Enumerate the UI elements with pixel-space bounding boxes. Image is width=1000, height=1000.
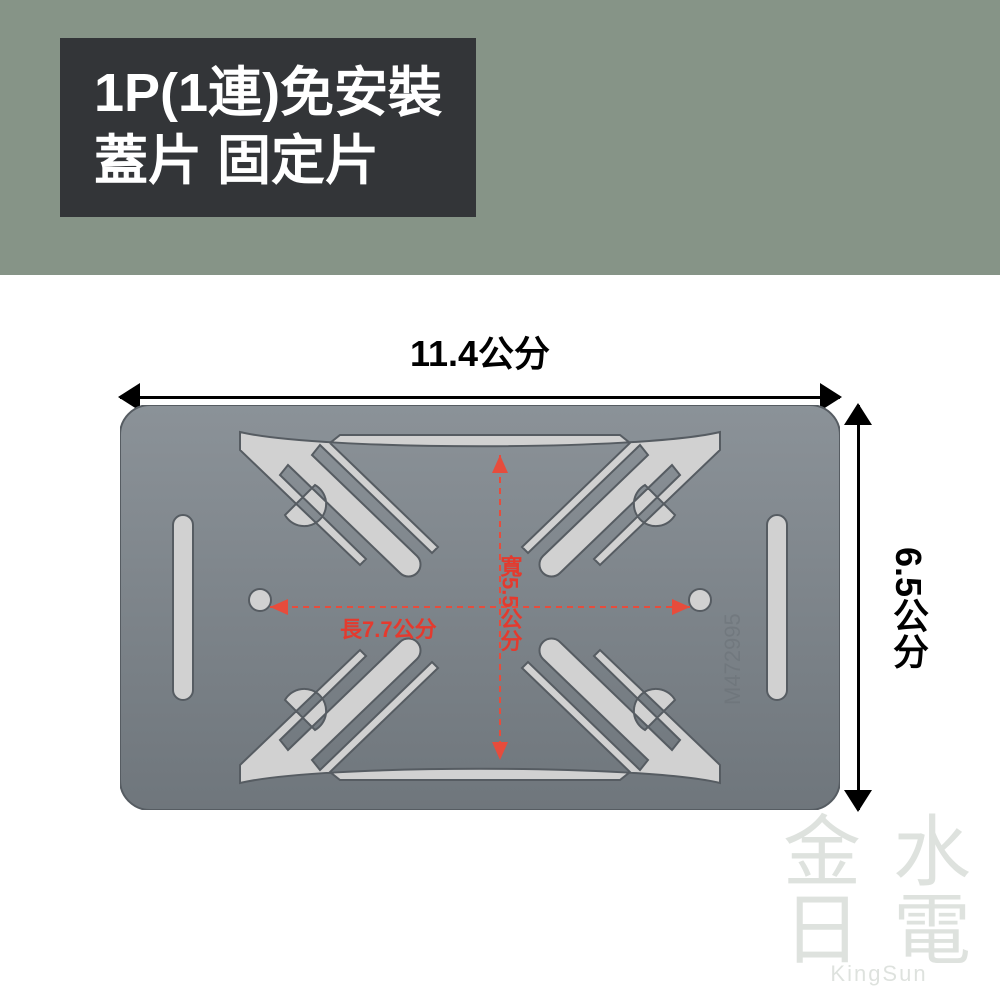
watermark-char: 電 — [893, 891, 975, 969]
watermark-char: 日 — [783, 891, 865, 969]
plate-figure: 長7.7公分 寬5.5公分 M472995 — [120, 405, 840, 810]
title-line-1: 1P(1連)免安裝 — [94, 60, 442, 128]
dimension-inner-width-label: 寬5.5公分 — [498, 554, 523, 652]
title-box: 1P(1連)免安裝 蓋片 固定片 — [60, 38, 476, 217]
dimension-inner-length-label: 長7.7公分 — [340, 617, 437, 642]
title-line-2: 蓋片 固定片 — [94, 128, 442, 196]
dimension-outer-height-line — [844, 405, 872, 810]
dimension-outer-width-label: 11.4公分 — [120, 325, 840, 377]
dimension-outer-height: 6.5公分 — [840, 405, 910, 810]
dimension-outer-width: 11.4公分 — [120, 325, 840, 411]
diagram-area: 11.4公分 6.5公分 — [90, 325, 910, 885]
part-number: M472995 — [720, 613, 745, 705]
arrow-up-icon — [844, 403, 872, 425]
dimension-outer-height-label: 6.5公分 — [882, 546, 934, 668]
arrow-down-icon — [844, 790, 872, 812]
watermark-sub: KingSun — [783, 963, 975, 985]
